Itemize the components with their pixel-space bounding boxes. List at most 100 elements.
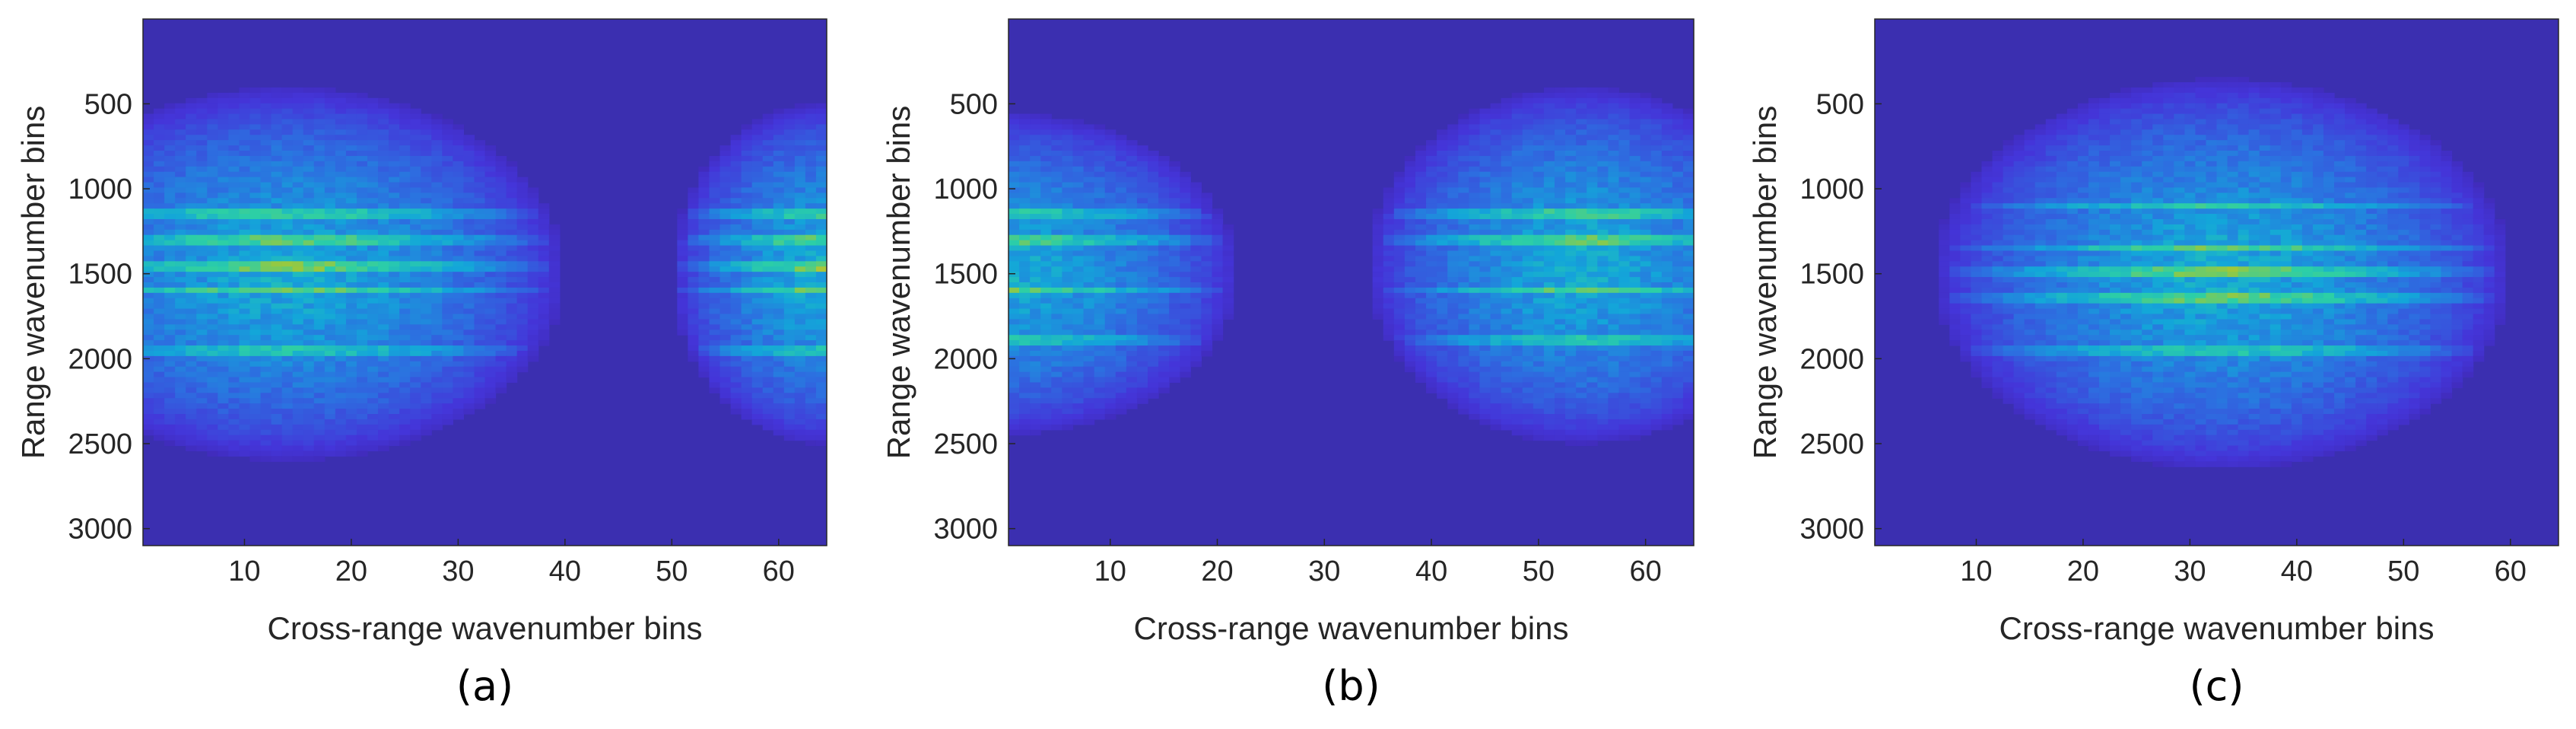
heatmap-cell [218,182,229,189]
heatmap-cell [1072,129,1085,135]
heatmap-cell [762,403,774,409]
heatmap-cell [1372,298,1384,304]
heatmap-cell [783,287,796,294]
heatmap-cell [345,393,357,399]
heatmap-cell [1587,214,1598,220]
heatmap-cell [399,135,411,141]
heatmap-cell [239,324,251,330]
heatmap-cell [1104,193,1116,199]
heatmap-cell [548,277,561,283]
heatmap-cell [762,361,774,368]
heatmap-cell [1554,292,1566,299]
heatmap-cell [154,303,165,310]
heatmap-cell [164,324,176,330]
heatmap-cell [356,161,368,167]
heatmap-cell [1469,166,1481,173]
heatmap-cell [1008,266,1020,272]
heatmap-cell [474,151,486,157]
heatmap-cell [399,398,411,404]
heatmap-cell [399,203,411,209]
heatmap-cell [154,414,165,420]
heatmap-cell [527,298,539,304]
heatmap-cell [709,224,721,231]
heatmap-cell [527,245,539,252]
heatmap-cell [356,314,368,320]
heatmap-cell [1404,282,1416,288]
heatmap-cell [538,234,550,241]
heatmap-cell [207,298,218,304]
heatmap-cell [1565,145,1577,151]
heatmap-cell [1040,218,1052,225]
heatmap-cell [1629,214,1641,220]
heatmap-cell [207,377,218,384]
heatmap-cell [506,218,518,225]
heatmap-cell [271,393,283,399]
heatmap-cell [1576,108,1587,115]
heatmap-cell [474,393,486,399]
heatmap-cell [1672,245,1684,252]
heatmap-cell [1372,287,1384,294]
heatmap-cell [143,366,154,373]
heatmap-cell [1522,124,1534,130]
heatmap-cell [1597,124,1609,130]
heatmap-cell [1682,250,1694,256]
heatmap-cell [399,124,411,130]
heatmap-cell [175,393,186,399]
heatmap-cell [719,203,732,209]
heatmap-cell [1533,245,1545,252]
heatmap-cell [389,234,400,241]
heatmap-cell [1522,171,1534,178]
heatmap-cell [1650,171,1663,178]
heatmap-cell [345,419,357,425]
heatmap-cell [345,371,357,378]
heatmap-cell [805,429,817,436]
heatmap-cell [773,282,785,288]
heatmap-cell [1094,151,1106,157]
heatmap-cell [218,240,229,247]
heatmap-cell [164,403,176,409]
heatmap-cell [1372,214,1384,220]
heatmap-cell [1618,224,1631,231]
heatmap-cell [175,403,186,409]
heatmap-cell [783,292,796,299]
heatmap-cell [677,287,688,294]
heatmap-cell [1094,135,1106,141]
heatmap-cell [345,218,357,225]
heatmap-cell [1393,203,1406,209]
heatmap-cell [410,282,421,288]
heatmap-cell [1437,155,1448,162]
heatmap-cell [281,250,294,256]
heatmap-cell [164,261,176,267]
heatmap-cell [271,234,283,241]
heatmap-cell [303,361,315,368]
heatmap-cell [335,382,347,388]
heatmap-cell [271,450,283,457]
heatmap-cell [1533,277,1545,283]
heatmap-cell [207,224,218,231]
heatmap-cell [196,135,208,141]
heatmap-cell [1458,155,1469,162]
heatmap-cell [218,382,229,388]
heatmap-cell [378,198,389,204]
heatmap-cell [292,298,304,304]
heatmap-cell [1062,119,1074,125]
heatmap-cell [1479,277,1491,283]
heatmap-cell [260,151,272,157]
heatmap-cell [260,409,272,415]
heatmap-cell [1019,155,1031,162]
heatmap-cell [186,355,197,362]
heatmap-cell [783,435,796,441]
heatmap-cell [271,113,283,120]
heatmap-cell [154,209,165,215]
heatmap-cell [218,166,229,173]
heatmap-cell [815,361,827,368]
heatmap-cell [389,240,400,247]
heatmap-cell [1554,277,1566,283]
heatmap-cell [527,234,539,241]
heatmap-cell [516,229,529,236]
heatmap-cell [378,103,389,110]
heatmap-cell [516,240,529,247]
heatmap-cell [741,319,753,325]
heatmap-cell [506,234,518,241]
heatmap-cell [303,345,315,352]
